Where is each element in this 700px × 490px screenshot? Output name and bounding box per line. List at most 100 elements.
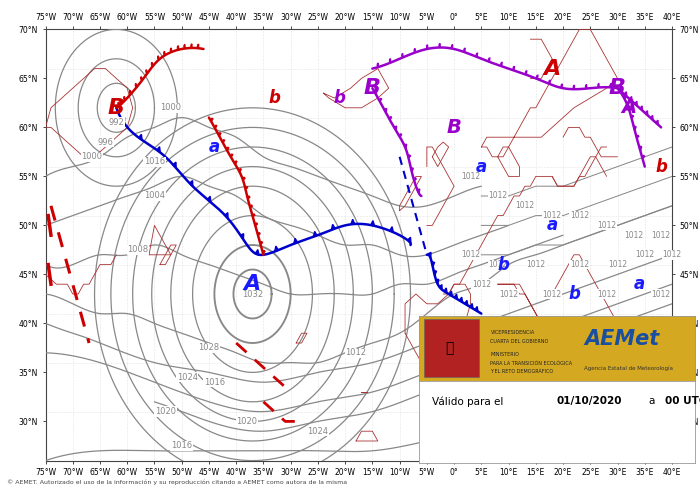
Polygon shape	[157, 147, 160, 152]
Polygon shape	[124, 97, 125, 100]
Polygon shape	[177, 46, 178, 49]
Text: 1016: 1016	[144, 157, 165, 166]
Polygon shape	[118, 102, 120, 106]
Text: 1012: 1012	[597, 290, 616, 298]
Text: 1012: 1012	[499, 290, 518, 298]
Polygon shape	[635, 101, 637, 106]
Polygon shape	[256, 249, 259, 255]
Polygon shape	[246, 187, 248, 189]
Polygon shape	[173, 162, 176, 168]
Polygon shape	[248, 196, 250, 199]
Polygon shape	[235, 161, 237, 165]
Text: 1024: 1024	[176, 373, 197, 382]
Polygon shape	[426, 45, 428, 49]
Polygon shape	[122, 118, 125, 123]
Text: 1012: 1012	[461, 172, 480, 181]
Polygon shape	[400, 134, 402, 137]
Polygon shape	[561, 84, 562, 88]
Polygon shape	[141, 76, 143, 80]
Polygon shape	[436, 279, 439, 285]
Polygon shape	[433, 270, 436, 276]
Polygon shape	[439, 44, 440, 48]
Polygon shape	[258, 233, 260, 236]
Polygon shape	[411, 168, 413, 172]
Polygon shape	[151, 62, 153, 66]
Text: AEMet: AEMet	[584, 329, 659, 349]
Text: a: a	[209, 138, 220, 156]
Polygon shape	[489, 58, 490, 62]
Polygon shape	[639, 146, 642, 151]
Polygon shape	[219, 133, 221, 136]
Polygon shape	[414, 178, 416, 181]
Polygon shape	[241, 234, 244, 240]
Text: b: b	[497, 256, 509, 273]
Text: 1008: 1008	[127, 245, 148, 254]
Polygon shape	[371, 220, 374, 226]
Text: Agencia Estatal de Meteorología: Agencia Estatal de Meteorología	[584, 365, 673, 370]
Text: 1012: 1012	[635, 250, 654, 259]
Text: 00 UTC: 00 UTC	[665, 396, 700, 406]
Polygon shape	[294, 238, 298, 244]
Text: 01/10/2020: 01/10/2020	[557, 396, 622, 406]
Text: 1012: 1012	[488, 260, 508, 269]
Polygon shape	[432, 261, 435, 267]
Polygon shape	[624, 96, 626, 99]
Text: A: A	[543, 59, 561, 78]
Text: 1012: 1012	[515, 201, 535, 210]
Polygon shape	[314, 231, 317, 237]
Polygon shape	[656, 120, 658, 125]
Polygon shape	[351, 219, 355, 224]
Text: 1000: 1000	[160, 103, 181, 112]
Text: 1012: 1012	[608, 260, 627, 269]
Polygon shape	[135, 83, 137, 87]
Text: 1012: 1012	[652, 231, 671, 240]
Text: B: B	[609, 78, 626, 98]
Text: 1016: 1016	[204, 378, 225, 387]
Text: a: a	[476, 158, 487, 175]
Polygon shape	[263, 250, 265, 253]
Polygon shape	[223, 140, 225, 143]
Polygon shape	[389, 59, 391, 63]
Text: B: B	[447, 118, 461, 137]
Text: b: b	[655, 158, 667, 175]
Polygon shape	[549, 80, 550, 84]
Polygon shape	[207, 196, 211, 202]
Polygon shape	[231, 154, 232, 158]
Text: 1032: 1032	[242, 290, 263, 298]
Text: 1012: 1012	[526, 260, 545, 269]
Text: 1012: 1012	[624, 231, 643, 240]
Polygon shape	[417, 189, 420, 194]
Polygon shape	[470, 303, 473, 309]
Text: 1016: 1016	[171, 441, 192, 450]
Polygon shape	[513, 67, 514, 71]
Polygon shape	[164, 51, 165, 55]
Text: 1012: 1012	[542, 211, 561, 220]
Text: 1012: 1012	[570, 260, 589, 269]
Text: 1012: 1012	[472, 280, 491, 289]
Text: 1028: 1028	[198, 343, 220, 352]
Polygon shape	[331, 224, 335, 230]
Polygon shape	[256, 223, 258, 226]
Polygon shape	[452, 45, 453, 49]
Text: 1012: 1012	[488, 192, 508, 200]
Polygon shape	[428, 252, 431, 258]
Polygon shape	[464, 49, 466, 52]
Polygon shape	[629, 97, 632, 101]
Polygon shape	[260, 242, 262, 245]
Polygon shape	[139, 134, 142, 140]
Text: PARA LA TRANSICIÓN ECOLÓGICA: PARA LA TRANSICIÓN ECOLÓGICA	[491, 361, 573, 366]
Polygon shape	[184, 45, 185, 49]
Polygon shape	[526, 71, 527, 75]
Text: 1012: 1012	[597, 221, 616, 230]
Text: CUARTA DEL GOBIERNO: CUARTA DEL GOBIERNO	[491, 340, 549, 344]
Polygon shape	[476, 53, 477, 57]
Polygon shape	[190, 180, 193, 187]
Polygon shape	[227, 147, 229, 151]
Text: b: b	[268, 89, 280, 107]
Polygon shape	[253, 214, 255, 217]
Text: Y EL RETO DEMOGRÁFICO: Y EL RETO DEMOGRÁFICO	[491, 369, 554, 374]
Text: © AEMET. Autorizado el uso de la información y su reproducción citando a AEMET c: © AEMET. Autorizado el uso de la informa…	[7, 479, 347, 485]
Polygon shape	[414, 49, 416, 52]
Polygon shape	[211, 119, 213, 122]
Polygon shape	[439, 285, 442, 290]
